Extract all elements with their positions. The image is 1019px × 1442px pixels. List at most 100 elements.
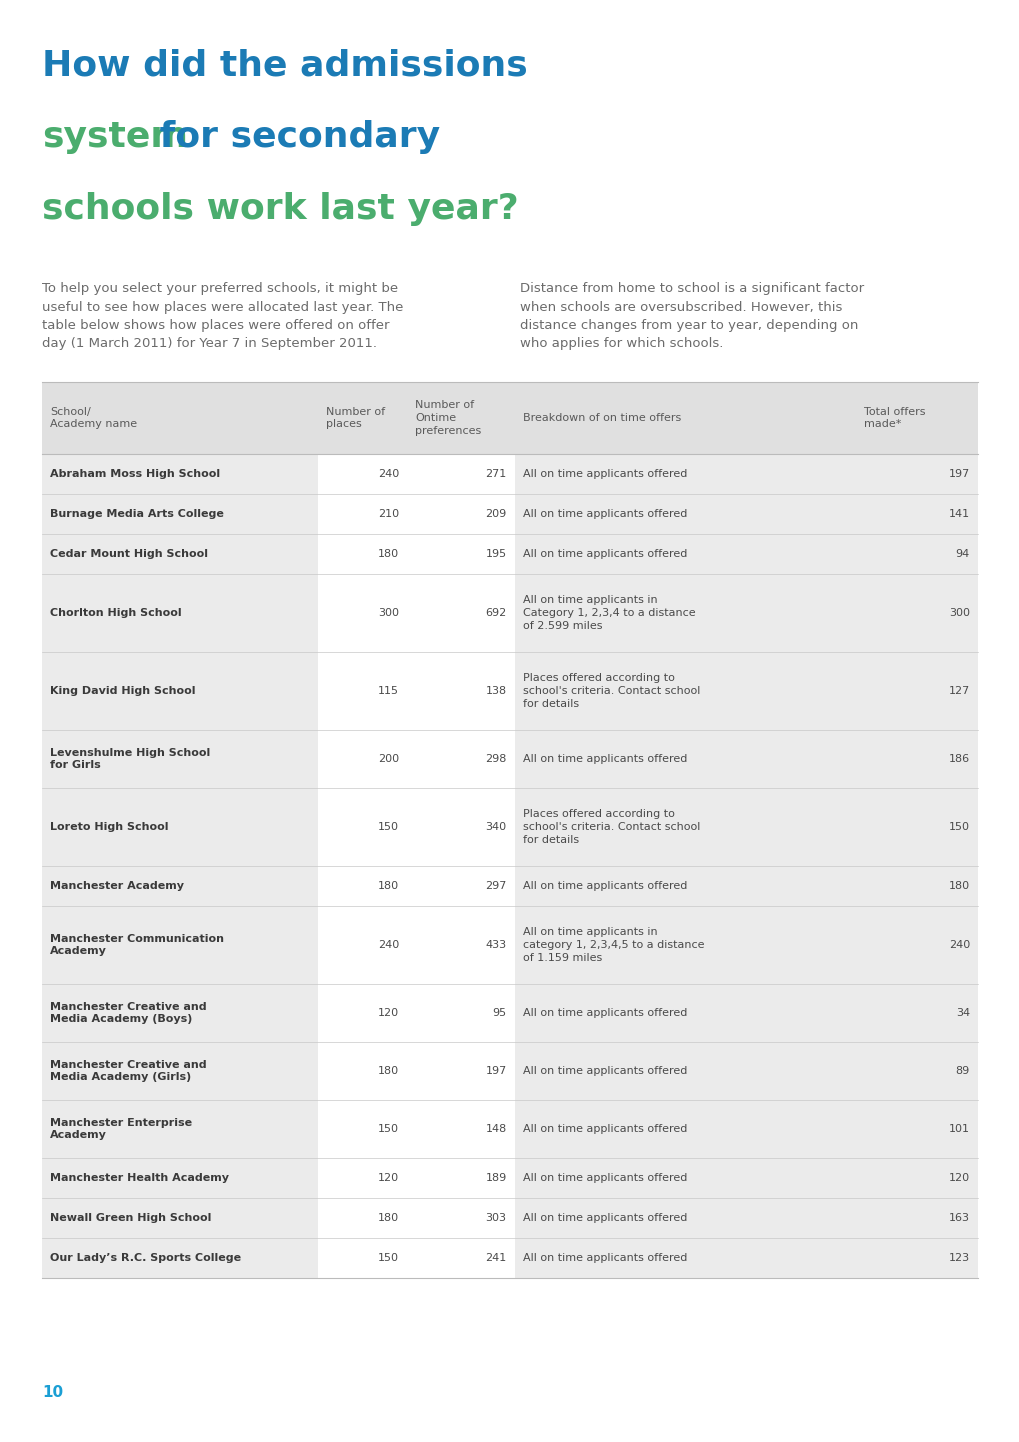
Text: All on time applicants offered: All on time applicants offered [522, 754, 687, 764]
Bar [407, 1198, 515, 1239]
Text: All on time applicants offered: All on time applicants offered [522, 1172, 687, 1182]
Bar [407, 730, 515, 787]
Text: 195: 195 [485, 549, 506, 559]
Bar [407, 1043, 515, 1100]
Bar [318, 867, 407, 906]
Bar [856, 574, 977, 652]
Text: All on time applicants offered: All on time applicants offered [522, 1123, 687, 1133]
Text: 120: 120 [948, 1172, 969, 1182]
Text: 10: 10 [42, 1384, 63, 1400]
Bar [318, 1239, 407, 1278]
Bar [515, 730, 856, 787]
Bar [42, 454, 318, 495]
Text: 209: 209 [485, 509, 506, 519]
Bar [42, 1158, 318, 1198]
Bar [856, 1043, 977, 1100]
Text: 297: 297 [485, 881, 506, 891]
Text: All on time applicants offered: All on time applicants offered [522, 1008, 687, 1018]
Text: 189: 189 [485, 1172, 506, 1182]
Text: Our Lady’s R.C. Sports College: Our Lady’s R.C. Sports College [50, 1253, 240, 1263]
Text: Manchester Health Academy: Manchester Health Academy [50, 1172, 229, 1182]
Text: All on time applicants offered: All on time applicants offered [522, 1213, 687, 1223]
Text: Newall Green High School: Newall Green High School [50, 1213, 211, 1223]
Text: All on time applicants offered: All on time applicants offered [522, 1253, 687, 1263]
Bar [318, 1198, 407, 1239]
Text: 89: 89 [955, 1066, 969, 1076]
Bar [856, 1239, 977, 1278]
Text: Burnage Media Arts College: Burnage Media Arts College [50, 509, 223, 519]
Bar [856, 906, 977, 983]
Text: Number of
Ontime
preferences: Number of Ontime preferences [415, 401, 481, 435]
Text: 271: 271 [485, 469, 506, 479]
Bar [42, 787, 318, 867]
Text: Abraham Moss High School: Abraham Moss High School [50, 469, 220, 479]
Text: 127: 127 [948, 686, 969, 696]
Text: All on time applicants offered: All on time applicants offered [522, 509, 687, 519]
Bar [42, 574, 318, 652]
Text: 433: 433 [485, 940, 506, 950]
Text: 123: 123 [948, 1253, 969, 1263]
Text: 300: 300 [378, 609, 398, 619]
Bar [856, 983, 977, 1043]
Text: for secondary: for secondary [147, 120, 439, 154]
Bar [856, 495, 977, 534]
Text: All on time applicants offered: All on time applicants offered [522, 469, 687, 479]
Text: 240: 240 [948, 940, 969, 950]
Bar [42, 906, 318, 983]
Bar [42, 495, 318, 534]
Bar [407, 787, 515, 867]
Bar [42, 652, 318, 730]
Text: 303: 303 [485, 1213, 506, 1223]
Text: Distance from home to school is a significant factor
when schools are oversubscr: Distance from home to school is a signif… [520, 283, 863, 350]
Text: 200: 200 [378, 754, 398, 764]
Bar [42, 867, 318, 906]
Bar [407, 906, 515, 983]
Bar [515, 906, 856, 983]
Bar [515, 787, 856, 867]
Bar [856, 1198, 977, 1239]
Bar [407, 652, 515, 730]
Bar [515, 652, 856, 730]
Bar [515, 454, 856, 495]
Bar [407, 534, 515, 574]
Text: 94: 94 [955, 549, 969, 559]
Bar [318, 906, 407, 983]
Text: Manchester Communication
Academy: Manchester Communication Academy [50, 933, 224, 956]
Bar [407, 574, 515, 652]
Text: 141: 141 [948, 509, 969, 519]
Text: All on time applicants offered: All on time applicants offered [522, 549, 687, 559]
Bar [515, 1100, 856, 1158]
Text: 138: 138 [485, 686, 506, 696]
Text: All on time applicants offered: All on time applicants offered [522, 881, 687, 891]
Text: Places offered according to
school's criteria. Contact school
for details: Places offered according to school's cri… [522, 673, 699, 709]
Text: 340: 340 [485, 822, 506, 832]
Bar [407, 1158, 515, 1198]
Bar [407, 867, 515, 906]
Text: 298: 298 [485, 754, 506, 764]
Bar [407, 983, 515, 1043]
Text: 120: 120 [378, 1008, 398, 1018]
Bar [42, 730, 318, 787]
Text: 115: 115 [378, 686, 398, 696]
Text: 95: 95 [492, 1008, 506, 1018]
Bar [318, 495, 407, 534]
Bar [318, 1100, 407, 1158]
Text: 180: 180 [378, 549, 398, 559]
Text: 692: 692 [485, 609, 506, 619]
Bar [407, 454, 515, 495]
Bar [856, 787, 977, 867]
Bar [515, 1043, 856, 1100]
Text: schools work last year?: schools work last year? [42, 192, 519, 226]
Bar [42, 983, 318, 1043]
Text: 163: 163 [948, 1213, 969, 1223]
Text: All on time applicants in
category 1, 2,3,4,5 to a distance
of 1.159 miles: All on time applicants in category 1, 2,… [522, 927, 703, 963]
Bar [318, 787, 407, 867]
Bar [515, 1198, 856, 1239]
Text: 180: 180 [378, 1213, 398, 1223]
Text: Manchester Enterprise
Academy: Manchester Enterprise Academy [50, 1118, 192, 1141]
Bar [318, 983, 407, 1043]
Text: Places offered according to
school's criteria. Contact school
for details: Places offered according to school's cri… [522, 809, 699, 845]
Text: King David High School: King David High School [50, 686, 196, 696]
Text: School/
Academy name: School/ Academy name [50, 407, 137, 430]
Text: 150: 150 [378, 1253, 398, 1263]
